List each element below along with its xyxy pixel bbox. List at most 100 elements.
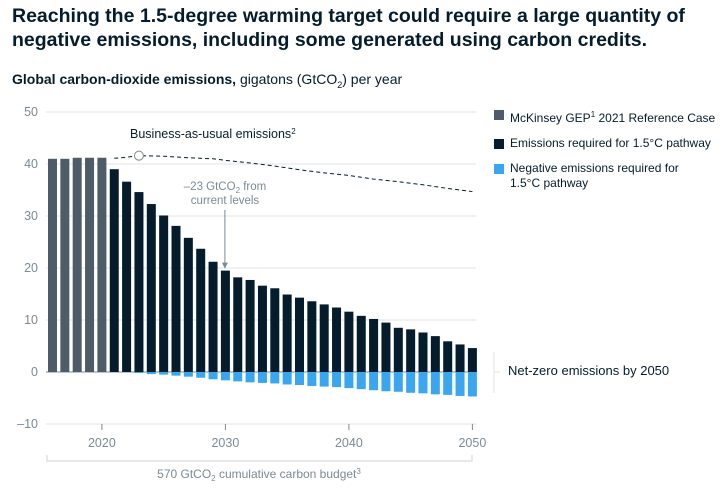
bar-pathway-2028 — [196, 248, 206, 372]
bar-pathway-2027 — [183, 237, 193, 372]
legend-label-negative: Negative emissions required for 1.5°C pa… — [510, 161, 679, 190]
bar-pathway-2037 — [307, 301, 317, 372]
bar-pathway-2031 — [233, 277, 243, 372]
bar-pathway-2030 — [220, 270, 230, 372]
bar-negative-2038 — [319, 372, 329, 387]
bar-reference-2020 — [97, 157, 107, 372]
legend-item-reference: McKinsey GEP1 2021 Reference Case — [494, 107, 719, 126]
bar-pathway-2041 — [356, 315, 366, 372]
reduction-label-line1: –23 GtCO2 from — [184, 181, 266, 195]
subtitle-bold: Global carbon-dioxide emissions, — [12, 71, 237, 87]
y-tick-label: 0 — [31, 365, 38, 379]
legend-label-pathway: Emissions required for 1.5°C pathway — [510, 136, 711, 150]
bar-pathway-2038 — [319, 304, 329, 372]
subtitle-unit-sub: 2 — [337, 79, 343, 90]
y-axis-ticks: –10 0 10 20 30 40 50 — [17, 105, 38, 431]
x-tick-label: 2040 — [335, 436, 363, 450]
bar-negative-2025 — [159, 372, 169, 375]
legend-swatch-pathway — [494, 139, 504, 149]
bar-pathway-2050 — [467, 348, 477, 372]
bar-pathway-2032 — [245, 279, 255, 372]
bar-pathway-2046 — [418, 332, 428, 372]
net-zero-label: Net-zero emissions by 2050 — [508, 363, 670, 378]
bar-reference-2016 — [48, 158, 57, 372]
legend-label-reference: McKinsey GEP — [510, 111, 591, 125]
bar-negative-2042 — [369, 372, 379, 391]
bar-negative-2036 — [295, 372, 304, 385]
bar-negative-2048 — [443, 372, 453, 395]
bar-pathway-2043 — [381, 322, 391, 372]
bar-negative-2046 — [418, 372, 428, 394]
x-tick-label: 2050 — [458, 436, 486, 450]
subtitle-unit-post: ) per year — [342, 71, 403, 87]
bau-line-group — [114, 150, 473, 269]
budget-label-sub: 2 — [211, 474, 216, 483]
bar-negative-2032 — [245, 372, 255, 383]
bar-pathway-2044 — [393, 327, 403, 372]
reduction-label-sub: 2 — [236, 186, 241, 195]
bar-pathway-2047 — [430, 336, 440, 372]
bar-negative-2030 — [220, 372, 230, 381]
legend-item-pathway: Emissions required for 1.5°C pathway — [494, 136, 719, 151]
x-tick-label: 2030 — [211, 436, 239, 450]
bar-negative-2024 — [146, 372, 156, 375]
legend-label-reference-sup: 1 — [590, 110, 596, 119]
legend-item-negative: Negative emissions required for 1.5°C pa… — [494, 161, 700, 191]
bar-negative-2041 — [356, 372, 366, 390]
bar-pathway-2048 — [443, 341, 453, 372]
bar-reference-2018 — [72, 157, 82, 372]
bau-line — [114, 155, 473, 193]
bar-negative-2049 — [455, 372, 465, 396]
y-tick-label: 20 — [24, 261, 38, 275]
reduction-label-line2: current levels — [191, 195, 260, 207]
bar-negative-2031 — [233, 372, 243, 382]
budget-bracket — [46, 455, 473, 462]
bar-pathway-2029 — [208, 261, 218, 372]
bar-pathway-2049 — [455, 344, 465, 372]
y-tick-label: 50 — [24, 105, 38, 119]
y-tick-label: 40 — [24, 157, 38, 171]
bars — [48, 157, 477, 397]
bar-negative-2045 — [406, 372, 416, 393]
bar-negative-2028 — [196, 372, 206, 378]
bar-negative-2034 — [270, 372, 280, 384]
subtitle-unit: gigatons (GtCO — [236, 71, 338, 87]
bau-marker — [133, 150, 144, 161]
bar-pathway-2040 — [344, 311, 354, 372]
legend-swatch-reference — [494, 110, 504, 120]
bar-negative-2043 — [381, 372, 391, 392]
bar-reference-2017 — [60, 158, 70, 372]
bar-negative-2037 — [307, 372, 317, 387]
legend-label-reference-after: 2021 Reference Case — [595, 111, 716, 125]
bar-negative-2050 — [467, 372, 477, 397]
bar-negative-2027 — [183, 372, 193, 377]
annotations: Business-as-usual emissions2 –23 GtCO2 f… — [130, 127, 361, 483]
chart-title: Reaching the 1.5-degree warming target c… — [12, 5, 685, 51]
bar-pathway-2023 — [134, 192, 144, 372]
chart-subtitle: Global carbon-dioxide emissions, gigaton… — [12, 71, 402, 90]
bar-negative-2023 — [134, 372, 144, 374]
bar-pathway-2022 — [122, 181, 132, 372]
bar-negative-2047 — [430, 372, 440, 395]
budget-label: 570 GtCO2 cumulative carbon budget3 — [157, 467, 361, 483]
y-tick-label: 10 — [24, 313, 38, 327]
y-tick-label: 30 — [24, 209, 38, 223]
bar-pathway-2026 — [171, 225, 181, 372]
bau-label-sup: 2 — [291, 127, 296, 136]
bar-pathway-2042 — [369, 318, 379, 372]
bar-negative-2040 — [344, 372, 354, 389]
bar-pathway-2024 — [146, 204, 156, 372]
bar-pathway-2033 — [257, 285, 267, 372]
bar-reference-2019 — [85, 157, 95, 372]
bar-pathway-2036 — [295, 297, 304, 372]
bar-pathway-2025 — [159, 215, 169, 372]
bar-pathway-2045 — [406, 329, 416, 372]
x-tick-label: 2020 — [88, 436, 116, 450]
legend-swatch-negative — [494, 164, 504, 174]
bar-pathway-2035 — [282, 294, 292, 372]
bar-negative-2044 — [393, 372, 403, 392]
bar-pathway-2021 — [109, 169, 119, 372]
bar-negative-2039 — [332, 372, 342, 388]
bar-negative-2033 — [257, 372, 267, 383]
